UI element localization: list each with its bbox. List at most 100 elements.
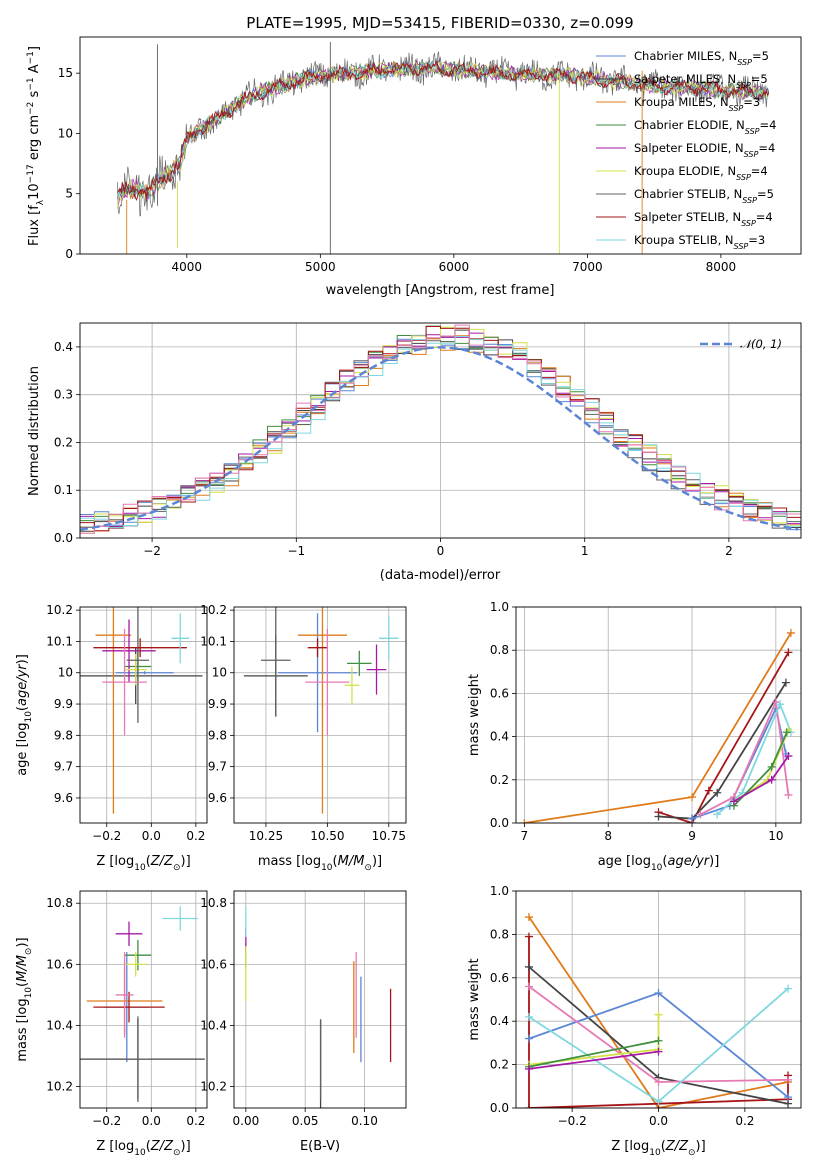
axis-label: age [log10(age/yr)] (598, 854, 720, 873)
weight-point (696, 810, 705, 819)
histogram-series (80, 336, 801, 529)
weight-point (688, 793, 697, 802)
x-tick-label: 0.2 (186, 1114, 205, 1128)
weight-point (524, 1104, 533, 1108)
y-tick-label: 10.1 (46, 634, 73, 648)
y-tick-label: 1.0 (490, 884, 509, 898)
weight-point (784, 1093, 793, 1102)
weight-point (784, 984, 793, 993)
y-tick-label: 5 (65, 187, 73, 201)
y-tick-label: 9.6 (54, 791, 73, 805)
weight-point (784, 752, 793, 761)
axis-label: mass [log10(M/M⊙)] (258, 854, 382, 873)
weight-series-line (716, 701, 792, 816)
plot-area (243, 607, 399, 814)
weight-point (654, 1047, 663, 1056)
weight-point (654, 988, 663, 997)
legend-entry: 𝒩(0, 1) (740, 337, 782, 351)
histogram-series (80, 326, 801, 532)
x-tick-label: 1 (581, 544, 589, 558)
y-tick-label: 10 (58, 126, 73, 140)
figure-title: PLATE=1995, MJD=53415, FIBERID=0330, z=0… (246, 14, 633, 32)
plot-area (520, 628, 795, 823)
x-tick-label: 0.05 (292, 1114, 319, 1128)
x-tick-label: 0.00 (233, 1114, 260, 1128)
weight-point (524, 932, 533, 941)
plot-area (80, 607, 203, 814)
y-tick-label: 0.4 (490, 1014, 509, 1028)
weight-series-line (691, 705, 787, 820)
x-tick-label: 6000 (439, 260, 470, 274)
x-tick-label: 10.75 (372, 829, 406, 843)
x-tick-label: 0.2 (186, 829, 205, 843)
weight-point (524, 982, 533, 991)
y-tick-label: 10.2 (46, 603, 73, 617)
panel-mass-age: 10.25 10.50 10.75 9.6 9.7 9.8 9.9 10 10.1 10.2 mas… (200, 603, 407, 873)
weight-series-line (528, 1039, 659, 1068)
weight-point (767, 775, 776, 784)
plot-area (524, 913, 793, 1108)
y-tick-label: 0.8 (490, 643, 509, 657)
y-tick-label: 0.0 (490, 816, 509, 830)
weight-point (776, 700, 785, 709)
weight-point (524, 1064, 533, 1073)
y-axis-label: mass weight (467, 958, 482, 1040)
weight-series-line (528, 1050, 659, 1070)
y-tick-label: 10.2 (200, 1080, 227, 1094)
y-tick-label: 9.7 (54, 760, 73, 774)
panel-residuals: −2 −1 0 1 2 0.0 0.1 0.2 0.3 0.4 𝒩(0, 1) (data-model… (27, 322, 802, 583)
panel-EBV-mass: 0.00 0.05 0.10 10.2 10.4 10.6 10.8 E(B-V) (200, 890, 407, 1154)
panel-Z-age: −0.2 0.0 0.2 9.6 9.7 9.8 9.9 10 10.1 10.2 Z [log10… (15, 603, 208, 873)
weight-point (784, 1075, 793, 1084)
x-tick-label: 10.50 (310, 829, 344, 843)
y-tick-label: 0.0 (490, 1101, 509, 1115)
legend-entry: Chabrier STELIB, NSSP=5 (634, 187, 774, 205)
plot-area (80, 324, 801, 534)
y-tick-label: 9.9 (208, 697, 227, 711)
y-tick-label: 0.2 (490, 1058, 509, 1072)
panel-Z-weight: −0.2 0.0 0.2 0.0 0.2 0.4 0.6 0.8 1.0 Z [log10(Z/Z… (467, 884, 802, 1158)
x-tick-label: 5000 (305, 260, 336, 274)
y-tick-label: 0.1 (54, 483, 73, 497)
x-tick-label: −1 (287, 544, 305, 558)
y-axis-label: Normed distribution (27, 366, 42, 496)
x-tick-label: 2 (725, 544, 733, 558)
plot-area (116, 41, 770, 254)
axis-label: mass [log10(M/M⊙)] (15, 937, 34, 1061)
y-tick-label: 0.2 (54, 435, 73, 449)
x-tick-label: −0.2 (558, 1114, 587, 1128)
legend-entry: Chabrier ELODIE, NSSP=4 (634, 118, 776, 136)
x-tick-label: −0.2 (92, 829, 121, 843)
x-tick-label: 4000 (172, 260, 203, 274)
legend-entry: Salpeter MILES, NSSP=5 (634, 72, 768, 90)
y-tick-label: 0.2 (490, 773, 509, 787)
y-tick-label: 9.7 (208, 760, 227, 774)
axes-frame (79, 36, 802, 255)
y-axis-label: mass weight (467, 674, 482, 756)
y-tick-label: 0.6 (490, 686, 509, 700)
panel-Z-mass: −0.2 0.0 0.2 10.2 10.4 10.6 10.8 Z [log10(Z/Z⊙)… (15, 890, 208, 1158)
weight-point (729, 797, 738, 806)
x-tick-label: 0.10 (351, 1114, 378, 1128)
weight-point (654, 1077, 663, 1086)
legend-entry: Chabrier MILES, NSSP=5 (634, 49, 769, 67)
weight-point (524, 962, 533, 971)
y-tick-label: 9.6 (208, 791, 227, 805)
weight-series-line (528, 916, 789, 1108)
weight-point (771, 698, 780, 707)
y-tick-label: 15 (58, 66, 73, 80)
y-tick-label: 0.4 (490, 730, 509, 744)
weight-point (524, 913, 533, 922)
y-tick-label: 10.1 (200, 634, 227, 648)
y-tick-label: 10.2 (46, 1080, 73, 1094)
y-tick-label: 0.4 (54, 340, 73, 354)
weight-point (786, 628, 795, 637)
axes-frame (233, 890, 407, 1109)
axis-label: Z [log10(Z/Z⊙)] (611, 1139, 705, 1158)
axes-frame (515, 890, 802, 1109)
y-tick-label: 10.8 (200, 896, 227, 910)
x-tick-label: 0.2 (735, 1114, 754, 1128)
y-tick-label: 9.9 (54, 697, 73, 711)
y-tick-label: 10.4 (46, 1018, 73, 1032)
